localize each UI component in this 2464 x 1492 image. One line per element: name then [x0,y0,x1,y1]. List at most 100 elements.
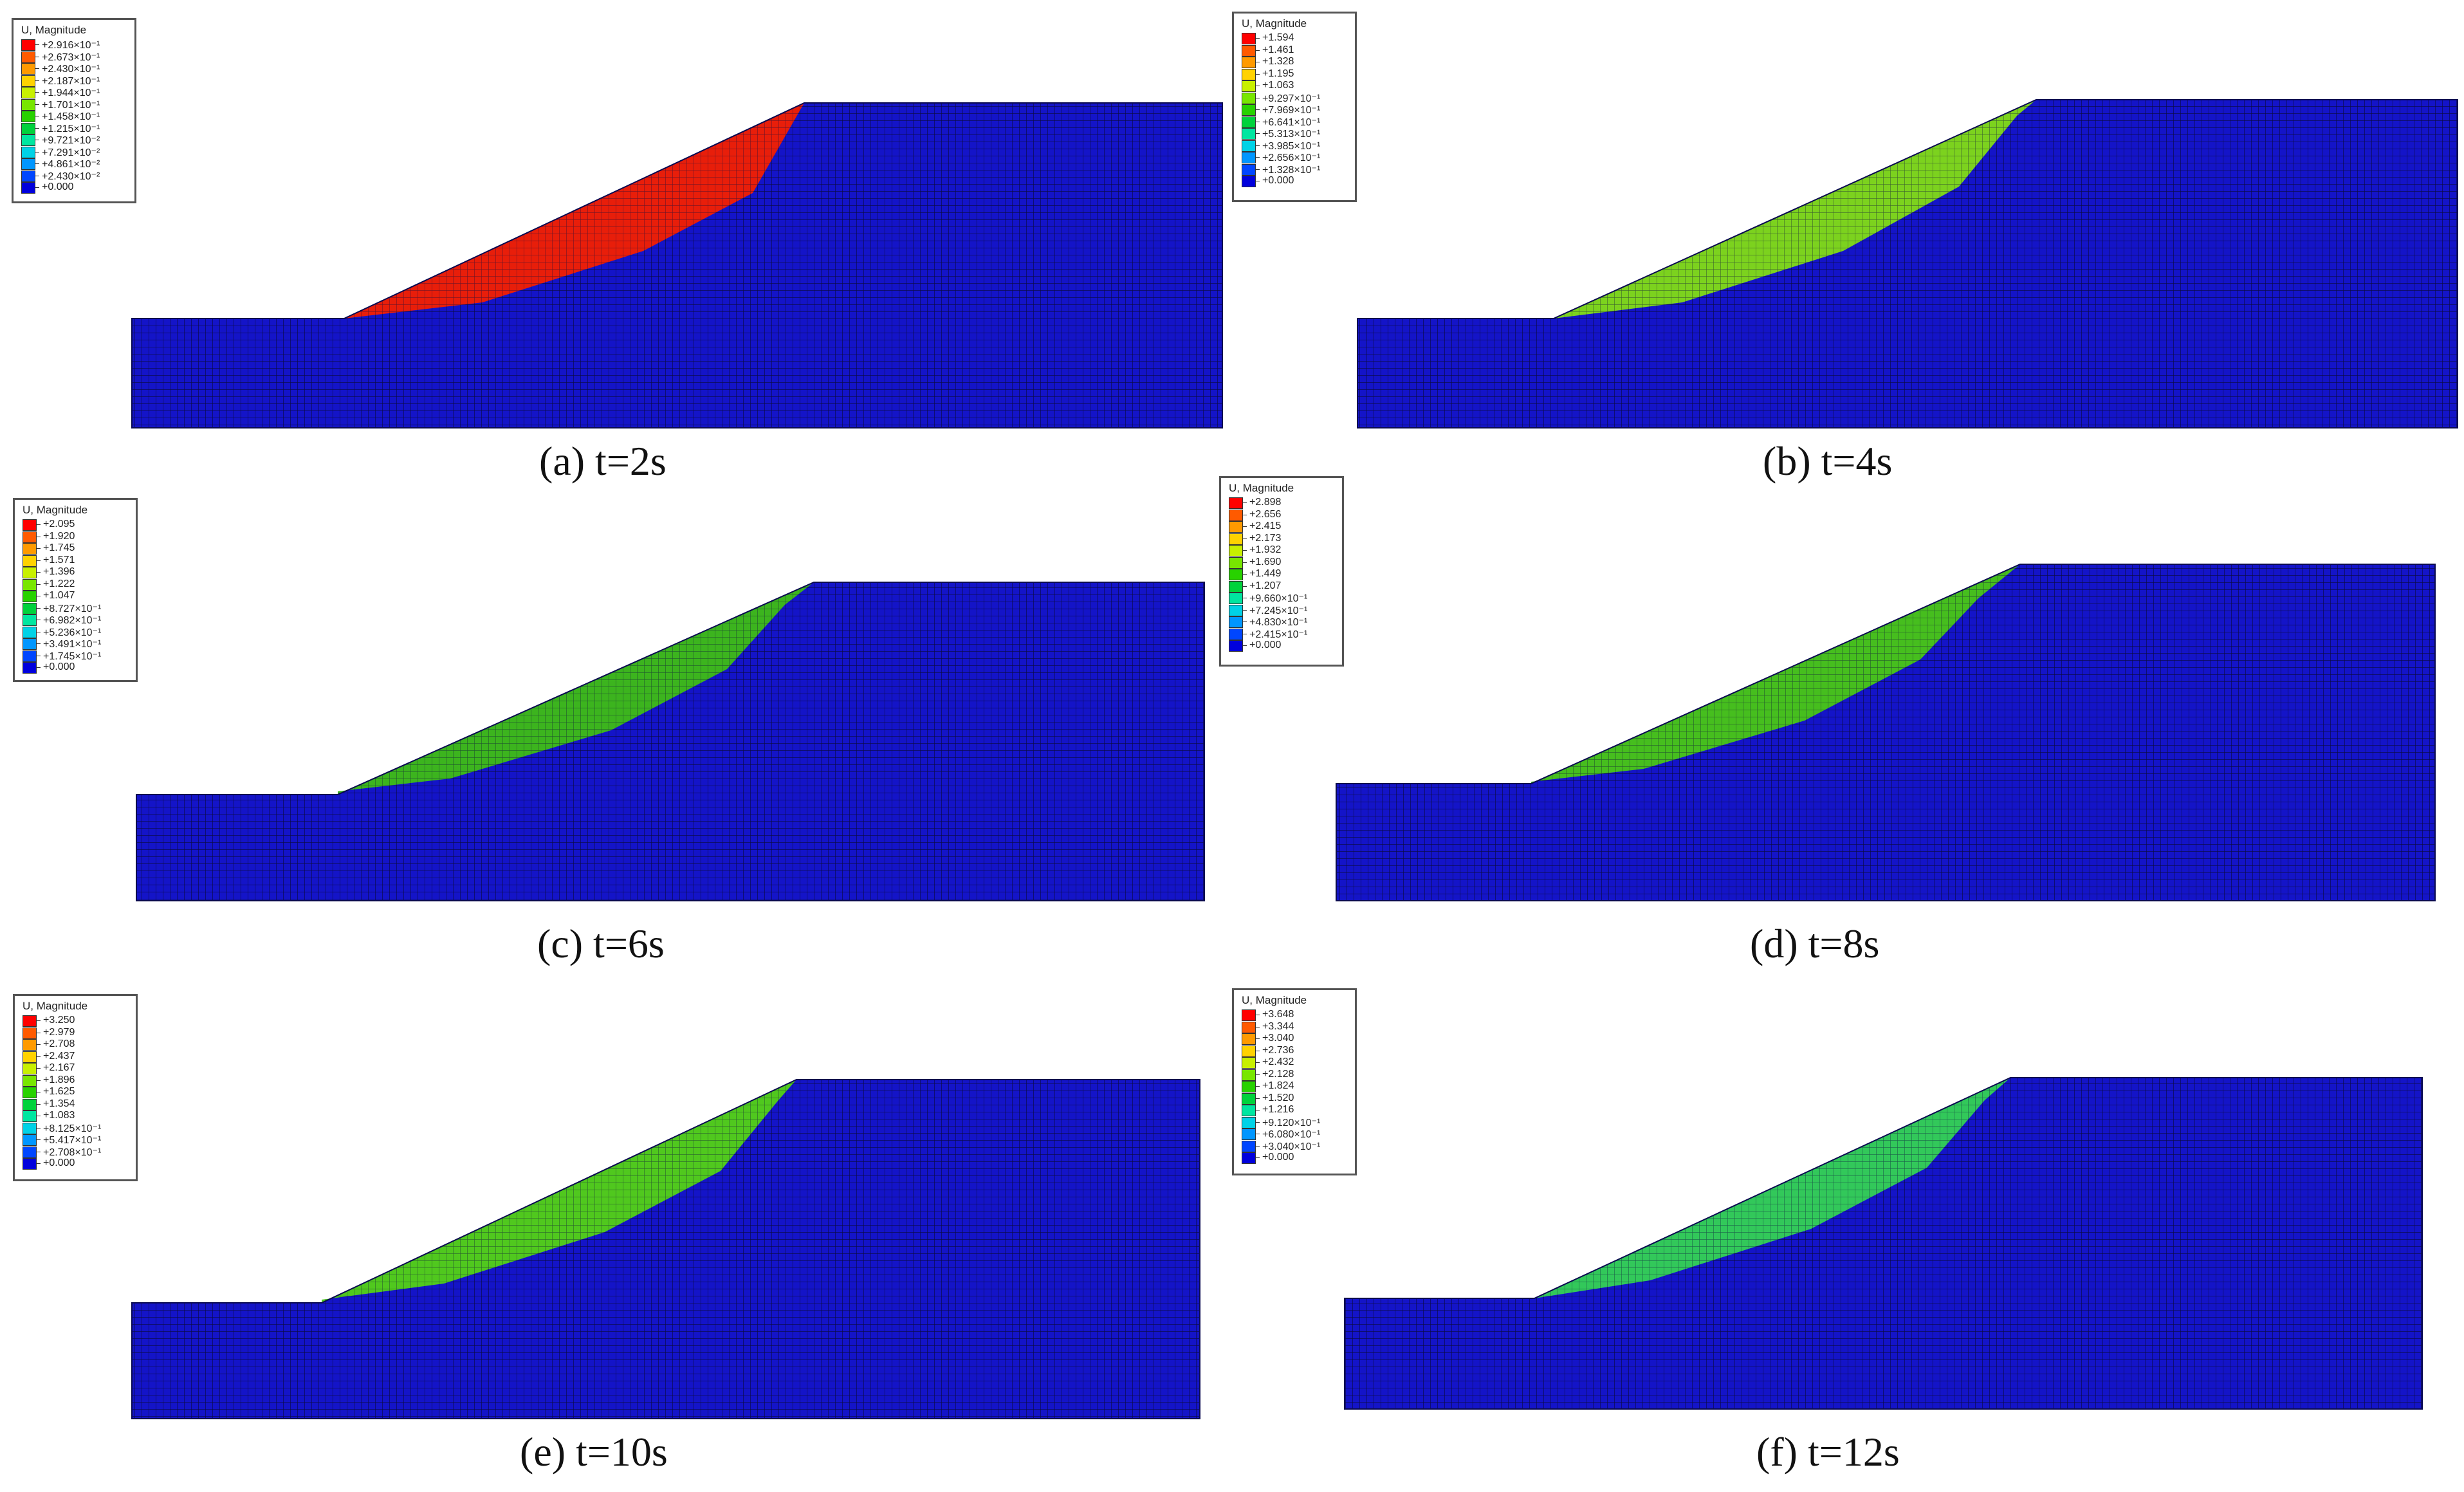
panel-c: U, Magnitude +2.095 +1.920 +1.745 +1.571 +1.3… [0,495,1232,984]
legend-swatch [1229,521,1243,533]
legend-label: +0.000 [1249,640,1282,650]
legend-swatch [23,1158,37,1170]
legend-swatch [1229,640,1243,652]
legend-swatch [1242,128,1256,140]
legend-label: +2.415 [1249,520,1282,531]
legend-label: +9.660×10⁻¹ [1249,593,1308,604]
model-outline [131,102,1223,428]
legend-label: +2.167 [43,1062,75,1073]
legend-label: +3.250 [43,1015,75,1026]
legend-swatch [1242,1057,1256,1069]
legend-label: +1.520 [1262,1092,1294,1103]
legend-swatch [1242,1009,1256,1021]
legend-swatch [23,1087,37,1098]
legend-label: +2.898 [1249,497,1282,508]
legend-swatch [21,63,35,75]
legend-label: +2.656 [1249,508,1282,520]
legend-swatch [1229,533,1243,545]
legend-swatch [23,519,37,531]
legend-label: +1.063 [1262,80,1294,91]
legend-swatch [1242,68,1256,80]
legend-swatch [21,146,35,158]
legend-label: +3.040×10⁻¹ [1262,1141,1321,1152]
legend-swatch [23,578,37,591]
mesh-overlay [132,103,1222,428]
legend-label: +1.195 [1262,68,1294,79]
legend-label: +1.461 [1262,44,1294,55]
legend-label: +2.430×10⁻² [42,170,100,182]
legend-label: +3.985×10⁻¹ [1262,140,1321,152]
legend-label: +2.437 [43,1050,75,1062]
legend-label: +8.727×10⁻¹ [43,603,102,614]
legend-c: U, Magnitude +2.095 +1.920 +1.745 +1.571 +1.3… [13,498,138,682]
legend-swatch [1242,116,1256,128]
legend-swatch [1229,628,1243,640]
legend-swatch [23,614,37,626]
legend-label: +1.944×10⁻¹ [42,87,100,98]
legend-label: +1.594 [1262,32,1294,43]
legend-swatch [23,662,37,674]
legend-swatch [23,626,37,638]
mesh-overlay [1357,100,2458,428]
legend-label: +1.745×10⁻¹ [43,650,102,662]
legend-label: +7.291×10⁻² [42,147,100,158]
caption-d: (d) t=8s [1750,921,1880,966]
legend-label: +4.830×10⁻¹ [1249,617,1308,628]
legend-swatch [1242,92,1256,104]
legend-swatch [1229,569,1243,580]
legend-swatch [23,543,37,555]
legend-swatch [1229,557,1243,569]
legend-swatch [1229,593,1243,604]
legend-swatch [21,111,35,122]
legend-swatch [1229,497,1243,509]
legend-label: +1.215×10⁻¹ [42,123,100,134]
caption-a: (a) t=2s [539,438,667,484]
legend-swatch [1242,1116,1256,1128]
mesh-overlay [1345,1078,2422,1409]
legend-swatch [23,1027,37,1039]
legend-title: U, Magnitude [1242,17,1307,30]
model-outline [136,582,1205,901]
legend-swatch [23,1063,37,1074]
legend-title: U, Magnitude [23,1000,88,1012]
legend-label: +1.354 [43,1098,75,1109]
legend-swatch [23,1122,37,1134]
legend-label: +1.625 [43,1086,75,1097]
panel-d: U, Magnitude +2.898 +2.656 +2.415 +2.173 +1.9… [1219,476,2464,984]
legend-swatch [1242,80,1256,92]
legend-label: +2.432 [1262,1056,1294,1067]
legend-swatch [21,75,35,87]
legend-label: +2.916×10⁻¹ [42,40,100,51]
legend-label: +1.083 [43,1110,75,1121]
legend-swatch [23,1015,37,1027]
legend-label: +3.491×10⁻¹ [43,639,102,650]
legend-swatch [21,134,35,146]
panel-b: U, Magnitude +1.594 +1.461 +1.328 +1.195 +1.0… [1232,0,2464,495]
legend-title: U, Magnitude [23,504,88,516]
legend-swatch [21,158,35,170]
legend-label: +5.236×10⁻¹ [43,627,102,638]
legend-label: +0.000 [1262,1152,1294,1163]
legend-swatch [23,1146,37,1158]
legend-swatch [1242,140,1256,152]
legend-label: +1.449 [1249,568,1282,579]
legend-swatch [1242,1069,1256,1081]
model-outline [131,1079,1200,1419]
legend-swatch [1242,1128,1256,1140]
slope-model-e [131,1079,1200,1419]
legend-swatch [23,1098,37,1110]
legend-swatch [1242,1045,1256,1057]
legend-swatch [21,98,35,111]
legend-label: +1.824 [1262,1080,1294,1091]
legend-swatch [1242,33,1256,44]
legend-label: +2.415×10⁻¹ [1249,629,1308,640]
legend-title: U, Magnitude [1229,482,1294,494]
legend-swatch [23,650,37,662]
legend-label: +1.896 [43,1074,75,1085]
legend-label: +1.047 [43,590,75,601]
legend-swatch [1242,1105,1256,1116]
legend-swatch [23,1074,37,1087]
legend-label: +6.982×10⁻¹ [43,615,102,626]
legend-swatch [21,87,35,98]
legend-label: +2.979 [43,1026,75,1038]
